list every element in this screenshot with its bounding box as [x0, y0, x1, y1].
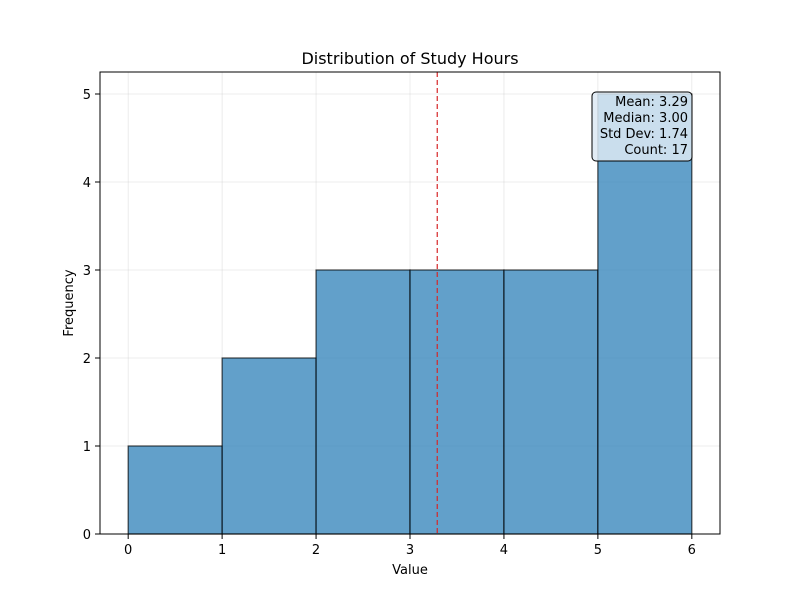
histogram-bar	[127, 445, 223, 535]
stats-line: Std Dev: 1.74	[600, 127, 688, 142]
histogram-bars	[127, 93, 693, 535]
y-tick-label: 5	[83, 88, 91, 103]
x-tick-label: 1	[218, 543, 226, 558]
stats-line: Median: 3.00	[603, 111, 688, 126]
histogram-bar	[503, 269, 599, 535]
x-axis-label: Value	[392, 563, 428, 578]
stats-box-background	[591, 91, 693, 162]
x-tick-label: 6	[688, 543, 696, 558]
y-tick-label: 3	[83, 264, 91, 279]
y-tick-label: 0	[83, 528, 91, 543]
x-axis-ticks: 0 1 2 3 4 5 6	[124, 534, 696, 558]
stats-line: Count: 17	[624, 143, 688, 158]
y-axis-ticks: 0 1 2 3 4 5	[83, 88, 100, 543]
histogram-bar	[221, 357, 317, 535]
y-tick-label: 2	[83, 352, 91, 367]
histogram-bar	[315, 269, 411, 535]
y-tick-label: 1	[83, 440, 91, 455]
x-tick-label: 3	[406, 543, 414, 558]
stats-line: Mean: 3.29	[615, 95, 688, 110]
x-tick-label: 2	[312, 543, 320, 558]
y-axis-label: Frequency	[62, 269, 77, 336]
histogram-bar	[409, 269, 505, 535]
y-tick-label: 4	[83, 176, 91, 191]
x-tick-label: 4	[500, 543, 508, 558]
x-tick-label: 0	[124, 543, 132, 558]
chart-title: Distribution of Study Hours	[301, 49, 518, 68]
x-tick-label: 5	[594, 543, 602, 558]
